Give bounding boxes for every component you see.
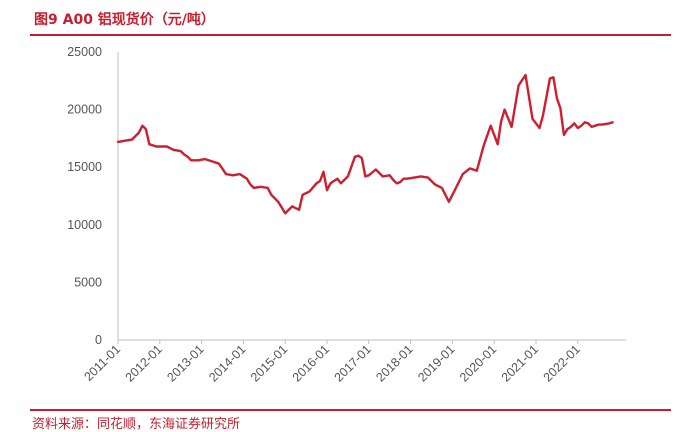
top-rule: [30, 34, 671, 36]
y-tick-label: 0: [95, 333, 102, 347]
x-tick-label: 2014-01: [206, 342, 248, 384]
x-tick-label: 2017-01: [332, 342, 374, 384]
x-tick-label: 2018-01: [373, 342, 415, 384]
figure-title: 图9 A00 铝现货价（元/吨）: [34, 12, 215, 28]
x-tick-label: 2019-01: [415, 342, 457, 384]
x-tick-label: 2013-01: [164, 342, 206, 384]
x-tick-label: 2021-01: [499, 342, 541, 384]
y-tick-label: 25000: [67, 45, 102, 59]
source-note: 资料来源：同花顺，东海证券研究所: [32, 417, 241, 432]
price-series-line: [116, 73, 614, 215]
bottom-rule: [30, 409, 671, 411]
y-tick-label: 5000: [74, 275, 102, 289]
x-tick-label: 2022-01: [541, 342, 583, 384]
x-tick-label: 2012-01: [123, 342, 165, 384]
x-tick-group: 2011-01 2012-01 2013-01 2014-01 2015-01 2016-…: [81, 340, 583, 385]
x-tick-label: 2020-01: [457, 342, 499, 384]
y-tick-group: 0 5000 10000 15000 20000 25000: [67, 45, 102, 347]
x-tick-label: 2011-01: [81, 342, 123, 384]
y-tick-label: 10000: [67, 218, 102, 232]
x-tick-label: 2016-01: [290, 342, 332, 384]
y-tick-label: 20000: [67, 103, 102, 117]
x-tick-label: 2015-01: [248, 342, 290, 384]
y-tick-label: 15000: [67, 160, 102, 174]
